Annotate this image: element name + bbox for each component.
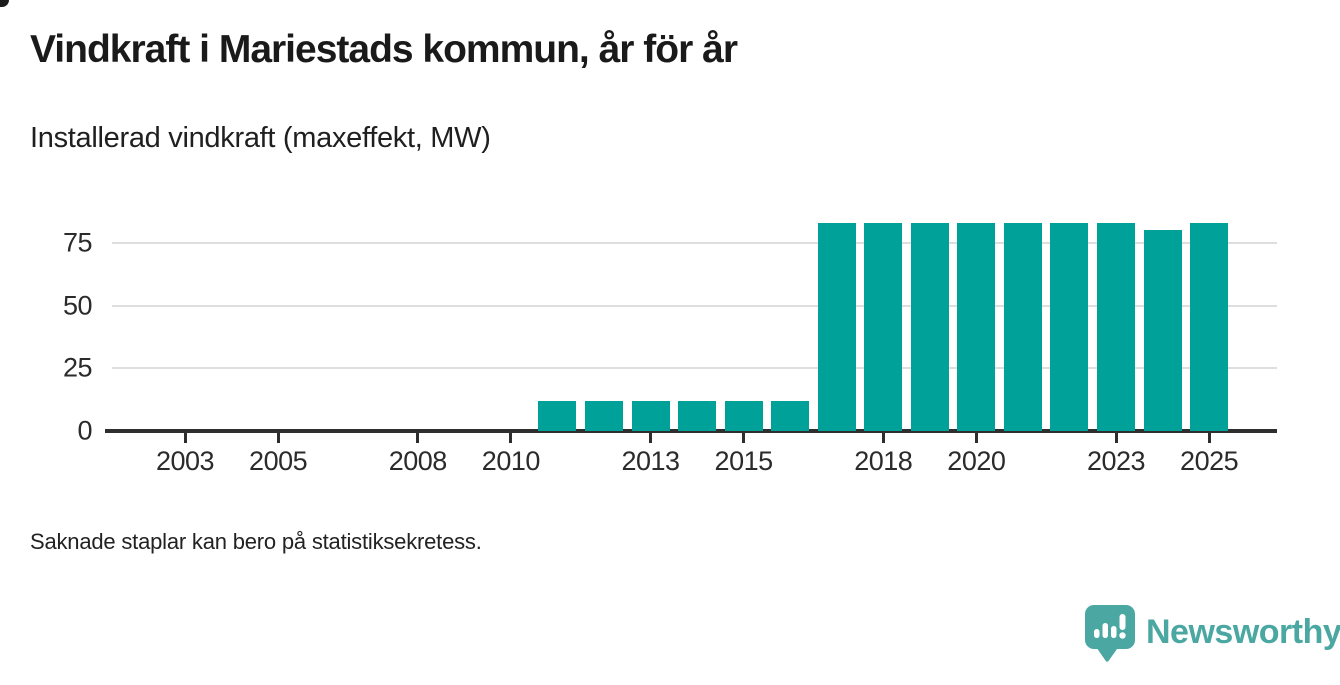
- newsworthy-logo-text: Newsworthy: [1146, 612, 1340, 651]
- bar-2024: [1143, 230, 1182, 431]
- bar-2015: [724, 400, 763, 431]
- x-tick-label-2008: 2008: [388, 446, 448, 476]
- y-tick-label-50: 50: [62, 290, 93, 321]
- bar-2012: [584, 400, 623, 431]
- x-tick-label-2020: 2020: [947, 446, 1006, 476]
- plot-area: 2003 2005 2008 2010 2013 2015 2018 2020 2023 2025: [105, 200, 1277, 476]
- x-axis-tick-2020: [974, 433, 978, 443]
- bar-2011: [538, 400, 577, 431]
- y-axis-labels: 0 25 50 75: [20, 200, 93, 446]
- chart-subtitle: Installerad vindkraft (maxeffekt, MW): [30, 122, 491, 154]
- bar-2016: [771, 400, 810, 431]
- x-axis-tick-2005: [276, 433, 280, 443]
- x-axis-tick-2025: [1207, 433, 1211, 443]
- bar-2014: [678, 400, 717, 431]
- gridline-25: [112, 367, 1277, 370]
- x-tick-label-2018: 2018: [854, 446, 913, 476]
- gridline-75: [112, 242, 1277, 244]
- y-tick-label-75: 75: [62, 227, 93, 258]
- y-tick-label-0: 0: [77, 415, 92, 446]
- y-tick-label-25: 25: [62, 352, 93, 383]
- bar-2020: [957, 222, 996, 431]
- x-axis-tick-2015: [742, 433, 746, 443]
- x-tick-label-2010: 2010: [481, 446, 541, 476]
- footnote: Saknade staplar kan bero på statistiksek…: [30, 529, 482, 554]
- bar-2017: [817, 222, 856, 431]
- x-axis-tick-2003: [183, 433, 187, 443]
- bar-2023: [1097, 222, 1135, 431]
- bar-2019: [910, 222, 949, 431]
- x-axis-tick-2008: [416, 433, 420, 443]
- x-tick-label-2005: 2005: [249, 446, 308, 476]
- x-tick-label-2003: 2003: [155, 446, 215, 476]
- newsworthy-logo: Newsworthy: [1084, 604, 1340, 669]
- x-axis-tick-2018: [881, 433, 885, 443]
- bar-2018: [864, 222, 903, 431]
- x-axis-tick-2023: [1114, 433, 1118, 443]
- corner-artifact: [0, 0, 9, 7]
- gridline-50: [112, 304, 1277, 307]
- bar-2013: [631, 400, 670, 431]
- bar-2022: [1050, 222, 1089, 431]
- x-axis-tick-2010: [509, 433, 513, 443]
- logo-bubble-path: [1085, 605, 1135, 662]
- x-tick-label-2013: 2013: [621, 446, 680, 476]
- x-tick-label-2023: 2023: [1086, 446, 1146, 476]
- bar-2025: [1190, 222, 1229, 431]
- newsworthy-logo-icon: [1084, 604, 1136, 669]
- x-tick-label-2015: 2015: [714, 446, 774, 476]
- chart-title: Vindkraft i Mariestads kommun, år för år: [30, 28, 738, 71]
- x-tick-label-2025: 2025: [1180, 446, 1239, 476]
- x-axis-line: [105, 429, 1277, 433]
- x-axis-tick-2013: [649, 433, 652, 443]
- bar-2021: [1003, 222, 1042, 431]
